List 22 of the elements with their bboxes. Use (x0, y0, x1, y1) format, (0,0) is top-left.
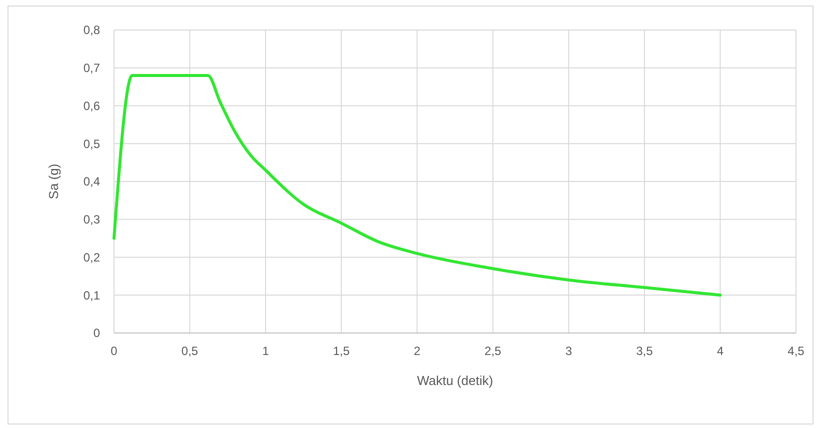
y-tick-label: 0 (93, 326, 100, 340)
y-tick-label: 0,2 (83, 250, 100, 264)
x-tick-label: 4 (716, 344, 724, 358)
x-tick-label: 4,5 (788, 344, 805, 358)
line-series (112, 74, 722, 297)
x-tick-label: 1 (262, 344, 270, 358)
y-axis-title: Sa (g) (46, 164, 61, 200)
x-axis-title: Waktu (detik) (416, 373, 494, 388)
y-tick-label: 0,1 (83, 288, 100, 302)
x-tick-label: 3 (565, 344, 572, 358)
y-tick-label: 0,6 (83, 98, 100, 113)
x-tick-label: 0,5 (181, 344, 198, 358)
x-tick-label: 2 (414, 344, 421, 358)
y-tick-label: 0,5 (83, 136, 100, 151)
y-tick-label: 0,7 (83, 61, 100, 76)
x-tick-label: 2,5 (484, 344, 502, 358)
y-tick-label: 0,8 (83, 23, 100, 38)
x-tick-label: 3,5 (636, 344, 654, 358)
y-tick-label: 0,4 (83, 174, 100, 189)
x-tick-label: 1,5 (332, 344, 350, 358)
x-tick-label: 0 (110, 344, 118, 358)
y-tick-label: 0,3 (83, 212, 100, 227)
